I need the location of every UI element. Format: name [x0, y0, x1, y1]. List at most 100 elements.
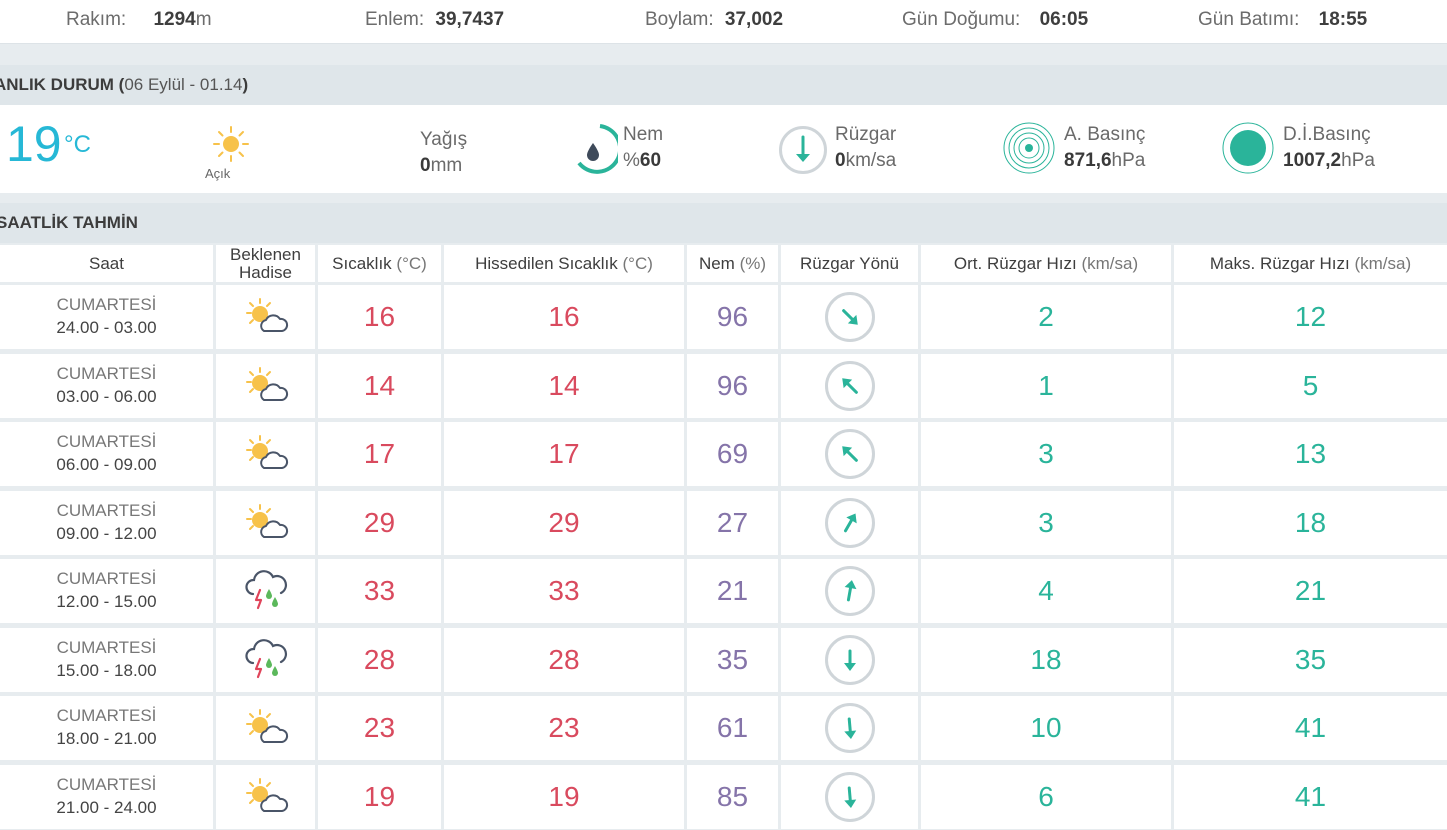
- feels-like-value: 33: [548, 575, 580, 606]
- max-wind-cell: 21: [1174, 559, 1447, 623]
- wind-direction-arrow-icon: [824, 361, 875, 411]
- table-row: CUMARTESİ 24.00 - 03.00 16 16 96 2 12: [0, 285, 1447, 349]
- table-row: CUMARTESİ 09.00 - 12.00 29 29 27 3 18: [0, 491, 1447, 555]
- col-header-humidity-unit: (%): [739, 253, 767, 273]
- max-wind-cell: 41: [1174, 765, 1447, 829]
- humidity-cell: 96: [687, 285, 778, 349]
- wind-direction-cell: [781, 765, 918, 829]
- latitude-label: Enlem:: [365, 9, 425, 30]
- sea-pressure-unit: hPa: [1341, 150, 1375, 171]
- avg-wind-cell: 18: [921, 628, 1171, 692]
- time-cell: CUMARTESİ 24.00 - 03.00: [0, 285, 213, 349]
- temperature-cell: 19: [318, 765, 441, 829]
- avg-wind-value: 2: [1038, 301, 1054, 332]
- time-cell: CUMARTESİ 12.00 - 15.00: [0, 559, 213, 623]
- col-header-max-wind-unit: (km/sa): [1354, 253, 1412, 273]
- max-wind-cell: 13: [1174, 422, 1447, 486]
- precipitation-amount: 0: [420, 155, 431, 176]
- avg-wind-cell: 10: [921, 696, 1171, 760]
- humidity-value: 27: [716, 507, 749, 538]
- humidity-cell: 96: [687, 354, 778, 418]
- row-day-label: CUMARTESİ: [56, 706, 157, 726]
- max-wind-value: 18: [1294, 507, 1327, 538]
- row-time-range: 03.00 - 06.00: [56, 387, 157, 406]
- current-conditions-header: ANLIK DURUM (06 Eylül - 01.14): [0, 65, 1447, 105]
- row-day-label: CUMARTESİ: [56, 569, 157, 589]
- temperature-value: 19: [363, 781, 396, 812]
- row-time-range: 21.00 - 24.00: [56, 798, 157, 817]
- wind-direction-arrow-icon: [824, 703, 875, 753]
- humidity-value: 61: [716, 712, 749, 743]
- event-cell: [216, 422, 315, 486]
- col-header-temp-label: Sıcaklık: [332, 253, 392, 273]
- wind-direction-arrow-icon: [824, 772, 875, 822]
- humidity-amount: 60: [639, 150, 662, 171]
- max-wind-value: 35: [1294, 644, 1327, 675]
- time-cell: CUMARTESİ 06.00 - 09.00: [0, 422, 213, 486]
- col-header-max-wind: Maks. Rüzgar Hızı (km/sa): [1174, 245, 1447, 282]
- humidity-percent-sign: %: [623, 150, 640, 171]
- partly-cloudy-icon: [245, 298, 288, 332]
- feels-like-value: 28: [548, 644, 580, 675]
- temperature-value: 29: [363, 507, 396, 538]
- wind-direction-cell: [781, 422, 918, 486]
- wind-direction-icon: [779, 126, 827, 174]
- humidity-cell: 27: [687, 491, 778, 555]
- sea-level-pressure-icon: [1222, 122, 1274, 174]
- avg-wind-cell: 3: [921, 491, 1171, 555]
- current-conditions-panel: 19 °C Açık Yağış 0mm Nem %60 Rüzgar 0km/…: [0, 105, 1447, 193]
- thunderstorm-icon: [244, 639, 287, 679]
- wind-direction-cell: [781, 696, 918, 760]
- feels-like-value: 17: [548, 438, 580, 469]
- temperature-cell: 16: [318, 285, 441, 349]
- feels-like-cell: 16: [444, 285, 684, 349]
- altitude-value: 1294: [153, 9, 196, 30]
- time-cell: CUMARTESİ 18.00 - 21.00: [0, 696, 213, 760]
- event-cell: [216, 696, 315, 760]
- col-header-time: Saat: [0, 245, 213, 282]
- sunset-label: Gün Batımı:: [1198, 9, 1300, 30]
- wind-direction-arrow-icon: [824, 429, 875, 479]
- feels-like-value: 29: [548, 507, 580, 538]
- time-cell: CUMARTESİ 21.00 - 24.00: [0, 765, 213, 829]
- col-header-wind-dir-label: Rüzgar Yönü: [800, 253, 899, 273]
- pressure-unit: hPa: [1111, 150, 1146, 171]
- feels-like-cell: 33: [444, 559, 684, 623]
- humidity-value: 21: [716, 575, 749, 606]
- max-wind-cell: 41: [1174, 696, 1447, 760]
- wind-direction-arrow-icon: [824, 566, 875, 616]
- table-row: CUMARTESİ 15.00 - 18.00 28 28 35 18 35: [0, 628, 1447, 692]
- event-cell: [216, 559, 315, 623]
- sun-icon: [213, 126, 249, 162]
- table-row: CUMARTESİ 03.00 - 06.00 14 14 96 1 5: [0, 354, 1447, 418]
- current-conditions-paren: ): [242, 75, 249, 94]
- humidity-cell: 85: [687, 765, 778, 829]
- temperature-cell: 29: [318, 491, 441, 555]
- avg-wind-cell: 6: [921, 765, 1171, 829]
- sunrise-value: 06:05: [1039, 9, 1089, 30]
- col-header-feels-label: Hissedilen Sıcaklık: [475, 253, 618, 273]
- event-cell: [216, 628, 315, 692]
- partly-cloudy-icon: [245, 435, 288, 469]
- row-time-range: 15.00 - 18.00: [56, 661, 157, 680]
- col-header-humidity: Nem (%): [687, 245, 778, 282]
- row-day-label: CUMARTESİ: [56, 432, 157, 452]
- longitude-label: Boylam:: [645, 9, 714, 30]
- col-header-avg-wind-label: Ort. Rüzgar Hızı: [953, 253, 1077, 273]
- humidity-cell: 35: [687, 628, 778, 692]
- row-day-label: CUMARTESİ: [56, 775, 157, 795]
- max-wind-cell: 12: [1174, 285, 1447, 349]
- sunset-info: Gün Batımı: 18:55: [1198, 9, 1367, 31]
- temperature-value: 23: [363, 712, 396, 743]
- temperature-value: 28: [363, 644, 396, 675]
- humidity-label: Nem: [623, 124, 664, 145]
- sea-pressure-amount: 1007,2: [1283, 150, 1342, 171]
- temperature-cell: 23: [318, 696, 441, 760]
- max-wind-value: 41: [1294, 712, 1327, 743]
- event-cell: [216, 765, 315, 829]
- event-cell: [216, 354, 315, 418]
- time-cell: CUMARTESİ 15.00 - 18.00: [0, 628, 213, 692]
- pressure-amount: 871,6: [1064, 150, 1112, 171]
- event-cell: [216, 491, 315, 555]
- humidity-value: 96: [716, 301, 749, 332]
